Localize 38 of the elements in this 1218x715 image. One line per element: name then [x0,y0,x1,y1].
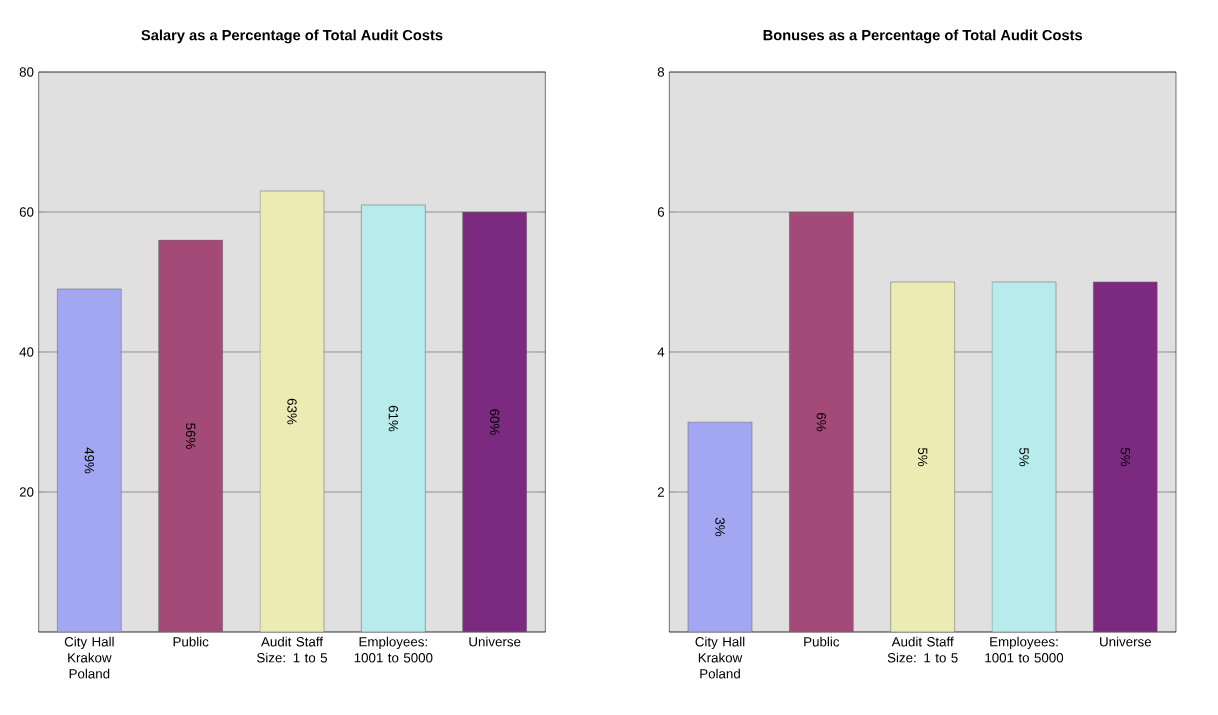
data-label: 49% [84,447,95,474]
chart-title: Bonuses as a Percentage of Total Audit Costs [763,29,1083,44]
data-label: 6% [816,413,827,432]
data-label: 63% [287,398,297,425]
y-tick-label: 80 [19,67,34,77]
bar [1093,281,1158,633]
x-tick-label: Employees: 1001 to 5000 [354,636,433,663]
y-tick-label: 20 [19,487,34,497]
x-tick-label: Public [804,636,840,647]
x-tick-label: Audit Staff Size: 1 to 5 [257,636,328,663]
y-tick-label: 2 [657,487,664,497]
chart-title: Salary as a Percentage of Total Audit Costs [141,29,443,44]
bar [259,190,325,633]
y-tick-label: 4 [657,347,665,357]
y-tick-label: 60 [19,207,34,217]
bar [789,211,854,633]
bar [158,239,223,633]
bar [890,281,955,633]
data-label: 5% [1120,448,1131,467]
x-tick-label: City Hall Krakow Poland [64,636,114,679]
x-tick-label: Universe [469,636,521,647]
x-tick-label: Public [173,636,209,647]
y-tick-label: 40 [19,347,34,357]
data-label: 61% [388,405,399,432]
bar [991,281,1057,633]
data-label: 3% [715,518,725,537]
bar [462,211,527,633]
x-tick-label: Audit Staff Size: 1 to 5 [887,636,958,663]
data-label: 5% [1019,448,1029,467]
x-tick-label: City Hall Krakow Poland [695,636,745,679]
y-tick-label: 8 [657,67,665,77]
x-tick-label: Universe [1100,636,1152,647]
x-tick-label: Employees: 1001 to 5000 [985,636,1064,663]
y-tick-label: 6 [657,207,665,217]
bar [57,288,122,633]
data-label: 56% [185,423,196,450]
data-label: 5% [917,448,928,467]
data-label: 60% [489,409,500,436]
